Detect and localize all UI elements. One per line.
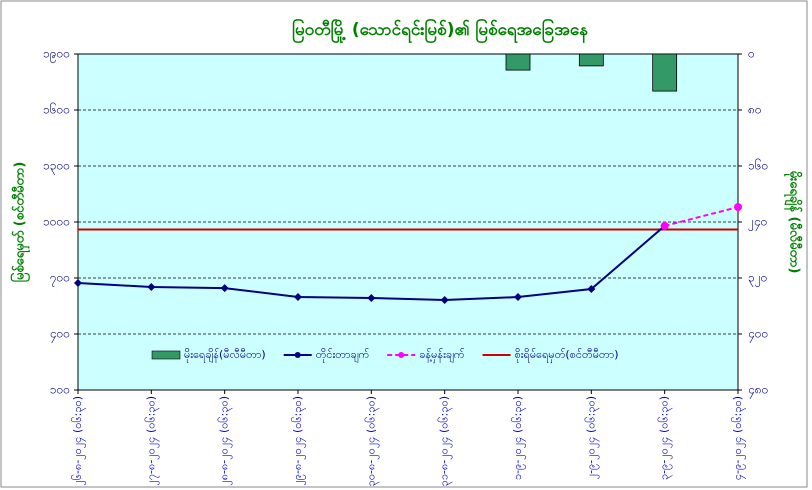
legend-label: ခန့်မှန်းချက် bbox=[419, 348, 465, 363]
y-axis-title: မြစ်ရေမှတ် (စင်တီမီတာ) bbox=[10, 162, 31, 283]
x-tick-label: ၁-၉-၂၀၂၄ (၀၆:၃၀) bbox=[511, 396, 526, 480]
point bbox=[440, 296, 449, 305]
legend-label: စိုးရိမ်ရေမှတ်(စင်တီမီတာ) bbox=[515, 348, 619, 363]
y2-tick-label: ၀ bbox=[748, 47, 755, 61]
y-tick-label: ၄၀၀ bbox=[50, 327, 70, 344]
y-tick-label: ၁၉၀၀ bbox=[43, 47, 70, 64]
y2-axis-title: မိုးရေချိန် (မီလီမီတာ) bbox=[784, 171, 804, 274]
point bbox=[147, 282, 156, 291]
point bbox=[74, 279, 82, 288]
x-tick-label: ၃၁-၈-၂၀၂၄ (၀၆:၃၀) bbox=[438, 396, 453, 486]
series-line bbox=[664, 206, 739, 227]
y2-tick-label: ၄၀၀ bbox=[748, 327, 768, 344]
point bbox=[514, 293, 522, 302]
y2-tick-label: ၃၂၀ bbox=[748, 271, 767, 288]
x-tick-label: ၂၆-၈-၂၀၂၄ (၀၆:၃၀) bbox=[71, 396, 86, 486]
x-tick-label: ၃-၉-၂၀၂၄ (၀၆:၃၀) bbox=[658, 396, 673, 480]
x-tick-label: ၂-၉-၂၀၂၄ (၀၆:၃၀) bbox=[584, 396, 599, 479]
legend-swatch bbox=[151, 350, 181, 360]
y2-tick-label: ၄၈၀ bbox=[748, 383, 768, 400]
point bbox=[587, 285, 596, 294]
point bbox=[367, 293, 376, 302]
x-tick-label: ၂၇-၈-၂၀၂၄ (၀၆:၃၀) bbox=[144, 396, 159, 486]
bar bbox=[578, 53, 604, 67]
chart-title: မြဝတီမြို့ (သောင်ရင်းမြစ်)၏ မြစ်ရေအခြေအန… bbox=[292, 17, 588, 44]
x-tick-label: ၂၉-၈-၂၀၂၄ (၀၆:၃၀) bbox=[291, 396, 306, 486]
y2-tick-label: ၈၀ bbox=[748, 103, 762, 117]
y-tick-label: ၇၀၀ bbox=[50, 271, 70, 288]
y-tick-label: ၁၆၀၀ bbox=[43, 102, 70, 117]
y2-tick-label: ၁၆၀ bbox=[748, 158, 768, 173]
y-tick-label: ၁၀၀ bbox=[50, 383, 70, 397]
legend: မိုးရေချိန်(မီလီမီတာ) တိုင်းတာချက် ခန့်မှန… bbox=[151, 348, 619, 363]
legend-marker bbox=[294, 352, 301, 358]
y-tick-label: ၁၀၀၀ bbox=[43, 215, 70, 229]
point bbox=[220, 284, 229, 293]
x-tick-label: ၄-၉-၂၀၂၄ (၀၆:၃၀) bbox=[731, 396, 746, 480]
point bbox=[294, 293, 302, 302]
legend-marker bbox=[398, 352, 405, 358]
point bbox=[660, 221, 669, 230]
bar bbox=[652, 53, 678, 92]
x-tick-label: ၃၀-၈-၂၀၂၄ (၀၆:၃၀) bbox=[364, 396, 379, 486]
legend-label: မိုးရေချိန်(မီလီမီတာ) bbox=[184, 348, 266, 363]
point bbox=[734, 203, 742, 212]
x-tick-label: ၂၈-၈-၂၀၂၄ (၀၆:၃၀) bbox=[218, 396, 233, 486]
y-tick-label: ၁၃၀၀ bbox=[43, 159, 70, 176]
legend-label: တိုင်းတာချက် bbox=[316, 348, 370, 363]
y2-tick-label: ၂၄၀ bbox=[748, 215, 767, 232]
bar bbox=[505, 53, 531, 71]
